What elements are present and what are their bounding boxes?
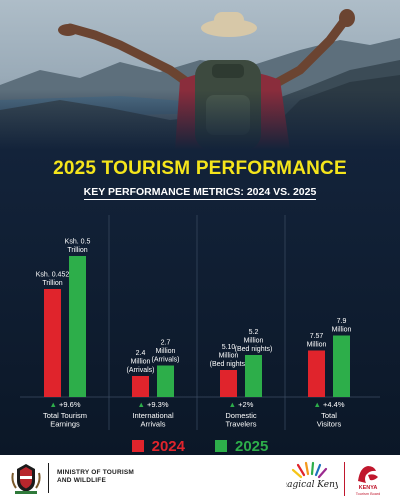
legend-item-2024: 2024 [131,437,185,455]
data-label-2024-4: 7.57 Million [307,333,327,349]
footer-divider [48,463,49,493]
bar-2025-3 [245,355,262,397]
legend-swatch-2024 [131,440,144,452]
up-arrow-icon: ▲ [50,400,60,409]
category-label-4: Total Visitors [317,411,342,429]
data-label-line: Trillion [67,247,87,254]
data-label-line: 5.10 [222,344,236,351]
category-label-3: Domestic Travelers [225,411,257,429]
data-label-2025-4: 7.9 Million [332,318,352,334]
bar-2025-2 [157,365,174,397]
data-label-line: 2.7 [161,340,171,347]
category-label-line: Travelers [226,420,257,429]
bar-2024-4 [308,350,325,397]
hero-landscape-illustration [0,0,400,150]
page-title: 2025 TOURISM PERFORMANCE [53,158,347,179]
chart-legend: 2024 2025 [0,436,400,456]
legend-label-2025: 2025 [235,437,269,455]
data-label-line: Million [332,327,352,334]
data-label-2025-2: 2.7 Million (Arrivals) [152,340,180,364]
category-label-1: Total Tourism Earnings [43,411,87,429]
up-arrow-icon: ▲ [314,400,324,409]
data-label-line: (Bed nights) [235,346,273,353]
legend-label-2024: 2024 [151,437,185,455]
data-label-line: (Arrivals) [127,367,155,374]
data-label-2024-2: 2.4 Million (Arrivals) [127,350,155,374]
data-label-2024-3: 5.10 Million (Bed nights) [210,344,248,368]
data-label-2025-1: Ksh. 0.5 Trillion [65,239,91,255]
change-indicator-1: ▲ +9.6% [50,400,81,409]
category-label-line: Visitors [317,420,342,429]
data-label-line: Million [131,359,151,366]
data-label-line: Ksh. 0.5 [65,239,91,246]
category-label-line: International [132,411,174,420]
data-label-2024-1: Ksh. 0.452 Trillion [36,272,70,288]
data-label-line: Million [307,342,327,349]
kenya-coat-of-arms-logo [11,464,41,494]
data-label-2025-3: 5.2 Million (Bed nights) [235,329,273,353]
data-label-line: 7.57 [310,333,324,340]
change-indicator-4: ▲ +4.4% [314,400,345,409]
bar-2024-1 [44,289,61,397]
ministry-line-1: MINISTRY OF TOURISM [57,469,134,476]
magical-kenya-wordmark: magical Kenya [286,480,338,490]
change-value: +4.4% [323,400,345,409]
data-label-line: Million [244,338,264,345]
legend-item-2025: 2025 [215,438,268,455]
data-label-line: (Bed nights) [210,361,248,368]
data-label-line: 7.9 [337,318,347,325]
chart-panel [0,150,400,455]
ministry-line-2: AND WILDLIFE [57,477,106,484]
data-label-line: 2.4 [136,350,146,357]
ktb-subtitle: Tourism Board [355,492,381,496]
bar-2024-2 [132,376,149,397]
legend-swatch-2025 [215,440,227,452]
subtitle-text: KEY PERFORMANCE METRICS: 2024 VS. 2025 [83,186,317,200]
ministry-name: MINISTRY OF TOURISM AND WILDLIFE [57,469,134,485]
kenya-tourism-board-logo [344,462,378,496]
data-label-line: Trillion [42,280,62,287]
data-label-line: Ksh. 0.452 [36,272,70,279]
change-value: +2% [238,400,254,409]
data-label-line: (Arrivals) [152,357,180,364]
up-arrow-icon: ▲ [138,400,148,409]
bar-2025-4 [333,335,350,397]
change-value: +9.3% [147,400,169,409]
data-label-line: 5.2 [249,329,259,336]
category-label-line: Arrivals [140,420,165,429]
hero-image [0,0,400,150]
category-label-line: Domestic [225,411,257,420]
change-indicator-3: ▲ +2% [229,400,254,409]
bar-chart: Ksh. 0.452 Trillion Ksh. 0.5 Trillion ▲ +9.6… [0,200,400,430]
bar-2024-3 [220,370,237,397]
up-arrow-icon: ▲ [229,400,239,409]
category-label-line: Total [321,411,337,420]
data-label-line: Million [219,353,239,360]
category-label-line: Total Tourism [43,411,87,420]
change-indicator-2: ▲ +9.3% [138,400,169,409]
page-subtitle: KEY PERFORMANCE METRICS: 2024 VS. 2025 [0,186,400,200]
category-label-line: Earnings [50,420,80,429]
data-label-line: Million [156,348,176,355]
category-label-2: International Arrivals [132,411,174,429]
footer: MINISTRY OF TOURISM AND WILDLIFE magical… [0,455,400,500]
bar-2025-1 [69,256,86,397]
ktb-name: KENYA [358,485,378,491]
change-value: +9.6% [59,400,81,409]
magical-kenya-logo: magical Kenya [286,461,338,490]
